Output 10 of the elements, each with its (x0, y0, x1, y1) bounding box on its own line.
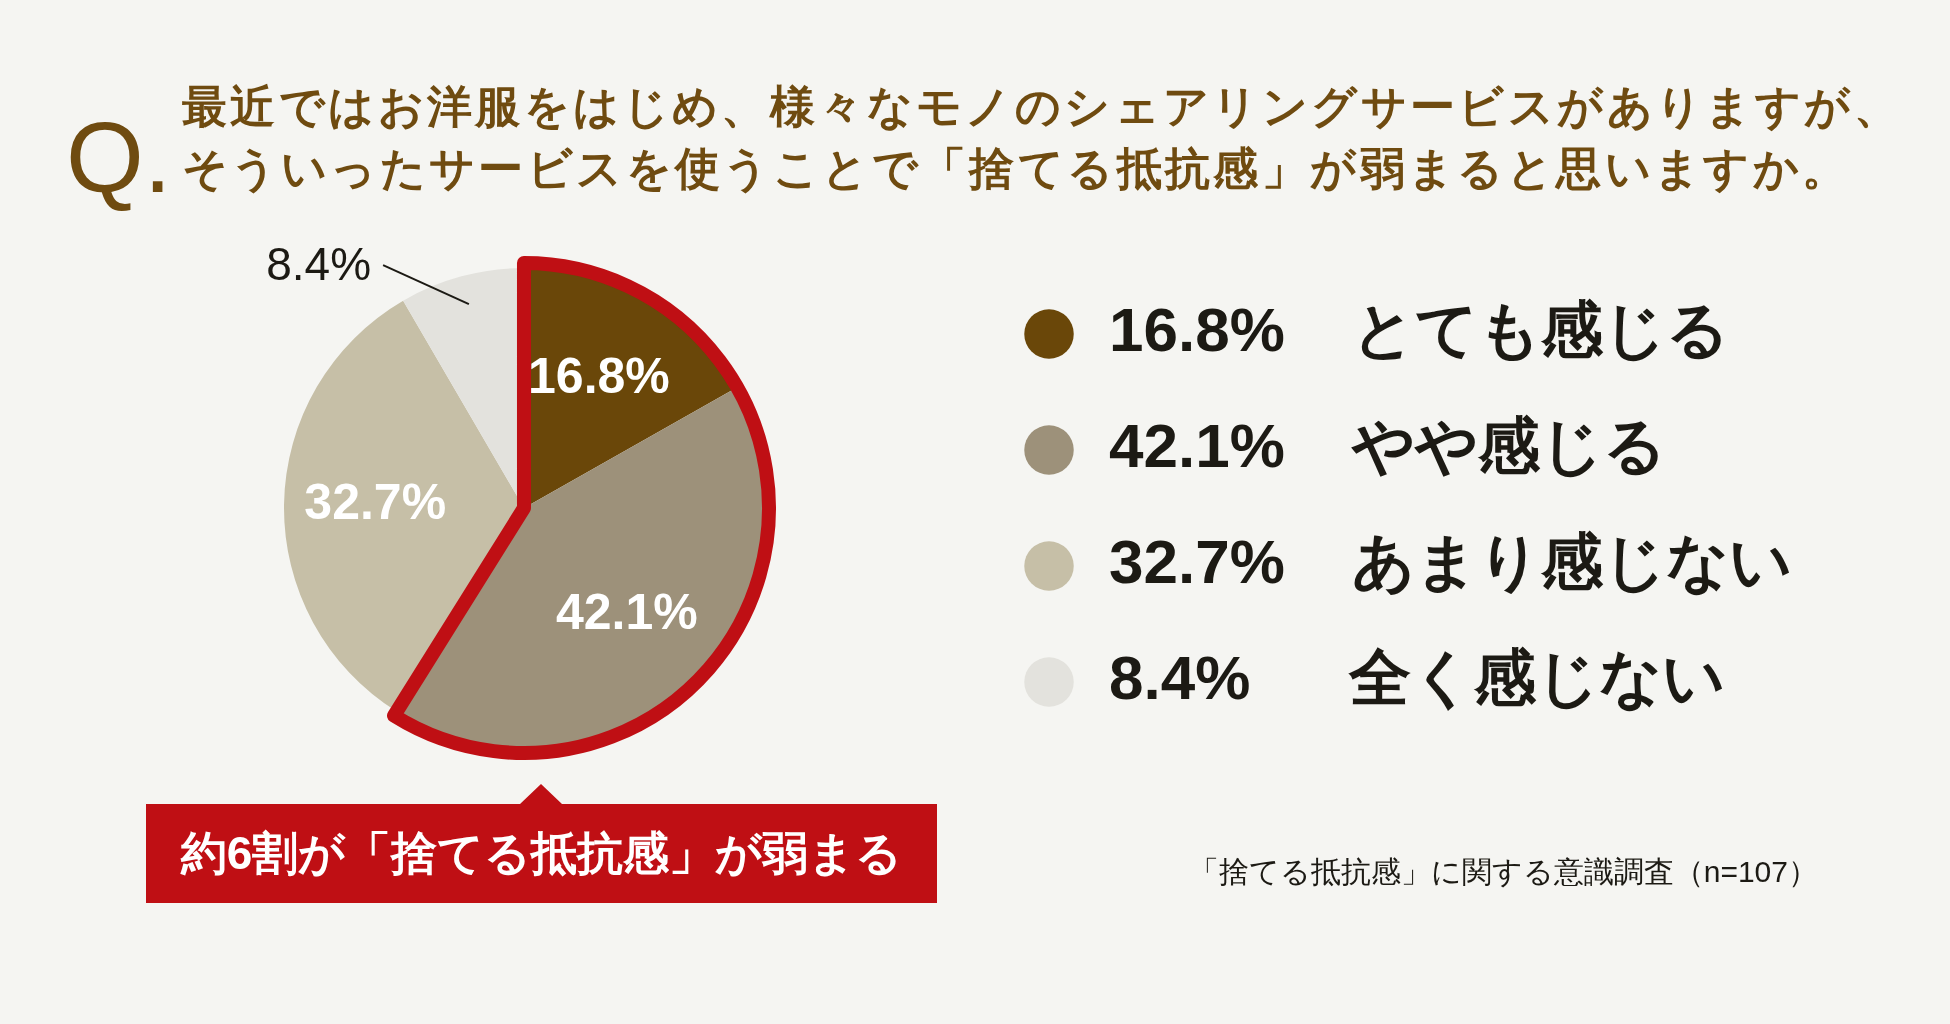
data-label: 16.8% (528, 348, 670, 405)
legend-label: 16.8% とても感じる (1109, 295, 1730, 365)
text: 「捨てる抵抗感」に関する意識調査（n=107） (1188, 854, 1818, 890)
legend-label: 32.7% あまり感じない (1109, 527, 1793, 597)
legend-label: 8.4% 全く感じない (1109, 643, 1725, 713)
data-label: 32.7% (304, 474, 447, 531)
legend-label: 42.1% やや感じる (1109, 411, 1667, 481)
data-label: 8.4% (266, 237, 372, 290)
text: 約6割が「捨てる抵抗感」が弱まる (180, 825, 903, 881)
data-label: 42.1% (555, 584, 698, 641)
